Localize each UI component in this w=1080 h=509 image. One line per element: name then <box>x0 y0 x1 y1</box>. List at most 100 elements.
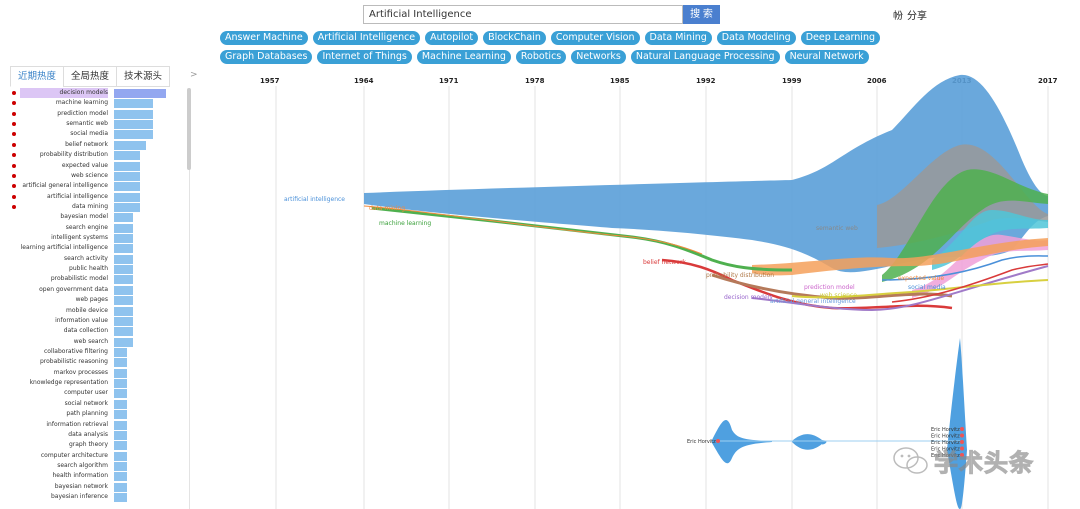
keyword-label: artificial general intelligence <box>22 182 108 190</box>
year-tick-label: 1985 <box>610 77 630 85</box>
hot-dot-icon <box>12 204 16 209</box>
keyword-row[interactable]: computer architecture <box>0 451 189 461</box>
tag-artificial-intelligence[interactable]: Artificial Intelligence <box>312 31 421 45</box>
keyword-heat-bar <box>114 410 127 420</box>
keyword-row[interactable]: belief network <box>0 140 189 150</box>
keyword-heat-bar <box>114 223 133 233</box>
keyword-heat-bar <box>114 192 140 202</box>
keyword-row[interactable]: data mining <box>0 202 189 212</box>
author-stream-3 <box>947 338 967 509</box>
keyword-row[interactable]: probabilistic model <box>0 274 189 285</box>
tag-blockchain[interactable]: BlockChain <box>483 31 546 45</box>
tag-computer-vision[interactable]: Computer Vision <box>550 31 640 45</box>
keyword-row[interactable]: collaborative filtering <box>0 347 189 357</box>
hot-dot-icon <box>12 163 16 168</box>
search-button[interactable]: 搜 索 <box>683 5 720 24</box>
author-dot <box>960 440 964 444</box>
keyword-row[interactable]: open government data <box>0 285 189 295</box>
keyword-heat-bar <box>114 89 166 98</box>
keyword-label: public health <box>69 265 108 273</box>
author-dot <box>960 433 964 438</box>
tag-neural-network[interactable]: Neural Network <box>784 50 869 64</box>
keyword-row[interactable]: bayesian network <box>0 482 189 492</box>
keyword-label: data mining <box>71 202 108 210</box>
tag-robotics[interactable]: Robotics <box>515 50 567 64</box>
hot-dot-icon <box>12 194 16 199</box>
keyword-row[interactable]: probability distribution <box>0 150 189 161</box>
keyword-row[interactable]: path planning <box>0 409 189 420</box>
keyword-row[interactable]: information retrieval <box>0 420 189 430</box>
watermark-text: 学术头条 <box>934 449 1034 478</box>
tag-networks[interactable]: Networks <box>571 50 626 64</box>
keyword-row[interactable]: probabilistic reasoning <box>0 357 189 368</box>
keyword-row[interactable]: social network <box>0 399 189 409</box>
keyword-row[interactable]: data collection <box>0 326 189 337</box>
keyword-row[interactable]: artificial intelligence <box>0 192 189 202</box>
keyword-row[interactable]: prediction model <box>0 109 189 119</box>
stream-label: semantic web <box>816 225 858 232</box>
keyword-list: decision models machine learning predictio… <box>0 88 190 509</box>
keyword-heat-bar <box>114 430 127 440</box>
tag-nlp[interactable]: Natural Language Processing <box>630 50 780 64</box>
author-label-right: Eric Horvitz <box>931 440 960 446</box>
tag-graph-databases[interactable]: Graph Databases <box>220 50 313 64</box>
keyword-label: path planning <box>66 410 108 418</box>
watermark: 学术头条 <box>893 443 1034 478</box>
keyword-heat-bar <box>114 399 127 409</box>
keyword-row[interactable]: markov processes <box>0 368 189 378</box>
keyword-heat-bar <box>114 140 146 150</box>
keyword-label: belief network <box>65 140 108 148</box>
tag-data-mining[interactable]: Data Mining <box>644 31 712 45</box>
tag-internet-of-things[interactable]: Internet of Things <box>317 50 412 64</box>
wechat-icon <box>893 446 928 474</box>
keyword-label: semantic web <box>66 120 108 128</box>
keyword-row[interactable]: public health <box>0 264 189 275</box>
tag-autopilot[interactable]: Autopilot <box>425 31 479 45</box>
tag-data-modeling[interactable]: Data Modeling <box>716 31 796 45</box>
keyword-row[interactable]: data analysis <box>0 430 189 440</box>
topic-stream-chart: 1957196419711978198519921999200620132017… <box>192 70 1080 509</box>
keyword-row[interactable]: search activity <box>0 254 189 264</box>
keyword-label: mobile device <box>66 306 108 314</box>
keyword-row[interactable]: mobile device <box>0 306 189 316</box>
keyword-row[interactable]: semantic web <box>0 119 189 130</box>
tag-deep-learning[interactable]: Deep Learning <box>800 31 881 45</box>
keyword-row[interactable]: machine learning <box>0 98 189 109</box>
share-button[interactable]: 帉 分享 <box>893 7 927 22</box>
keyword-heat-bar <box>114 451 127 461</box>
author-label-right: Eric Horvitz <box>931 447 960 453</box>
tag-row-2: Graph Databases Internet of Things Machi… <box>220 50 869 64</box>
year-tick-label: 2006 <box>867 77 887 85</box>
keyword-row[interactable]: social media <box>0 129 189 140</box>
keyword-list-scrollbar[interactable] <box>187 88 191 170</box>
author-label-right: Eric Horvitz <box>931 434 960 440</box>
keyword-row[interactable]: information value <box>0 316 189 326</box>
keyword-row[interactable]: web science <box>0 171 189 181</box>
keyword-row[interactable]: decision models <box>0 88 189 98</box>
tab-tech-source[interactable]: 技术源头 <box>116 66 171 87</box>
keyword-row[interactable]: learning artificial intelligence <box>0 243 189 254</box>
keyword-row[interactable]: intelligent systems <box>0 233 189 244</box>
keyword-label: computer user <box>64 389 108 397</box>
keyword-label: probabilistic reasoning <box>39 358 108 366</box>
keyword-row[interactable]: web pages <box>0 295 189 306</box>
keyword-heat-bar <box>114 120 153 130</box>
keyword-row[interactable]: bayesian model <box>0 212 189 223</box>
tag-answer-machine[interactable]: Answer Machine <box>220 31 308 45</box>
keyword-row[interactable]: search engine <box>0 223 189 233</box>
keyword-row[interactable]: knowledge representation <box>0 378 189 389</box>
keyword-row[interactable]: health information <box>0 471 189 482</box>
keyword-row[interactable]: search algorithm <box>0 461 189 471</box>
tag-machine-learning[interactable]: Machine Learning <box>416 50 511 64</box>
tab-next-arrow[interactable]: > <box>190 70 198 80</box>
keyword-row[interactable]: expected value <box>0 161 189 171</box>
search-input[interactable] <box>363 5 683 24</box>
keyword-row[interactable]: graph theory <box>0 440 189 451</box>
keyword-row[interactable]: computer user <box>0 388 189 399</box>
keyword-row[interactable]: web search <box>0 337 189 347</box>
tab-recent-heat[interactable]: 近期热度 <box>10 66 65 87</box>
keyword-label: information retrieval <box>46 420 108 428</box>
keyword-row[interactable]: bayesian inference <box>0 492 189 503</box>
tab-global-heat[interactable]: 全局热度 <box>63 66 118 87</box>
keyword-row[interactable]: artificial general intelligence <box>0 181 189 192</box>
